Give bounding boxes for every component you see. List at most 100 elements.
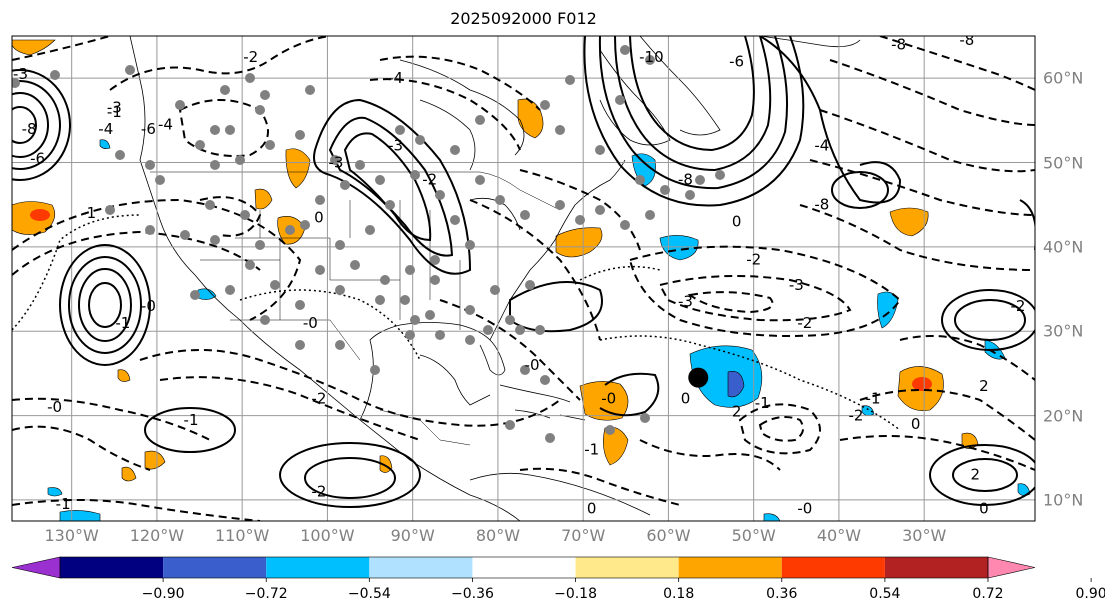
- colorbar-tick-label: −0.54: [347, 586, 391, 602]
- station-dot: [575, 215, 585, 225]
- colorbar-segment: [266, 557, 370, 578]
- station-dot: [430, 275, 440, 285]
- contour-labels: -2-4-3-4 -6 -4-8-6-3-1-10-3-3-2-1-0-0-2-0-…: [13, 35, 1025, 517]
- contour-label: -3: [328, 154, 343, 172]
- negative-contour: [12, 198, 302, 321]
- negative-patch: [689, 345, 763, 408]
- station-dot: [425, 310, 435, 320]
- station-dot: [645, 210, 655, 220]
- latitude-label: 20°N: [1043, 406, 1084, 426]
- negative-contour: [159, 376, 421, 441]
- contour-label: -0: [797, 499, 812, 517]
- contour-label: -2: [311, 390, 326, 408]
- station-dot: [245, 260, 255, 270]
- contour-label: -8: [22, 120, 37, 138]
- positive-contour: [59, 244, 151, 366]
- positive-contour: [12, 80, 61, 170]
- colorbar-segment: [60, 557, 164, 578]
- positive-patch: [121, 466, 137, 482]
- station-dot: [305, 85, 315, 95]
- negative-patch: [59, 510, 101, 521]
- station-dot: [255, 105, 265, 115]
- colorbar-frame: [59, 556, 989, 579]
- station-dot: [175, 100, 185, 110]
- colorbar: [11, 556, 1092, 582]
- contour-label: -4: [814, 137, 829, 155]
- positive-contour: [313, 98, 472, 275]
- station-dot: [635, 175, 645, 185]
- contour-label: -6: [729, 52, 744, 70]
- station-dot: [475, 115, 485, 125]
- contour-label: 2: [732, 402, 742, 420]
- station-dot: [260, 315, 270, 325]
- negative-contour: [758, 415, 805, 442]
- station-dot: [335, 285, 345, 295]
- station-dot: [335, 340, 345, 350]
- negative-contour: [199, 196, 262, 237]
- contour-label: -4: [98, 120, 113, 138]
- colorbar-segment: [369, 557, 473, 578]
- contour-label: -8: [814, 196, 829, 214]
- station-dot: [535, 325, 545, 335]
- contour-label: -8: [891, 35, 906, 53]
- station-dot: [490, 285, 500, 295]
- positive-contour: [279, 442, 421, 508]
- colorbar-segment: [575, 557, 679, 578]
- colorbar-tick-label: −0.18: [554, 586, 597, 602]
- contour-label: -3: [13, 65, 28, 83]
- negative-contour: [879, 36, 1035, 91]
- positive-contour: [599, 372, 660, 417]
- station-dot: [595, 205, 605, 215]
- colorbar-segment: [472, 557, 576, 578]
- contour-label: -3: [789, 276, 804, 294]
- shaded-anomalies: [12, 39, 1031, 521]
- positive-contour: [759, 36, 902, 204]
- contour-label: -1: [56, 495, 71, 513]
- longitude-label: 90°W: [390, 526, 435, 545]
- station-dot: [685, 190, 695, 200]
- contour-label: -3: [107, 99, 122, 117]
- station-dot: [335, 240, 345, 250]
- positive-patch: [603, 426, 629, 466]
- colorbar-tick-label: 0.90: [1075, 586, 1105, 602]
- negative-patch: [197, 288, 217, 300]
- station-dot: [450, 215, 460, 225]
- station-dot: [605, 425, 615, 435]
- colorbar-tick-label: −0.36: [450, 586, 494, 602]
- contour-label: -4: [158, 116, 173, 134]
- station-dot: [375, 295, 385, 305]
- station-dot: [255, 240, 265, 250]
- contour-label: -8: [678, 170, 693, 188]
- station-dot: [270, 280, 280, 290]
- contour-label: -0: [601, 390, 616, 408]
- station-dot: [410, 315, 420, 325]
- station-dot: [210, 160, 220, 170]
- station-dot: [450, 145, 460, 155]
- negative-contour: [639, 439, 781, 471]
- negative-contour: [109, 36, 331, 91]
- station-dot: [495, 195, 505, 205]
- station-dot: [620, 45, 630, 55]
- contour-label: 0: [732, 213, 742, 231]
- positive-contour: [78, 268, 132, 342]
- station-dot: [340, 180, 350, 190]
- contour-label: -4: [388, 69, 403, 87]
- station-dot: [260, 90, 270, 100]
- station-dot: [540, 100, 550, 110]
- negative-contour: [628, 245, 902, 337]
- station-dot: [715, 170, 725, 180]
- station-dot: [380, 275, 390, 285]
- contour-label: -1: [115, 314, 130, 332]
- station-dot: [145, 225, 155, 235]
- positive-contour: [1019, 199, 1035, 250]
- station-dot: [355, 160, 365, 170]
- station-dot: [405, 330, 415, 340]
- station-dot: [395, 125, 405, 135]
- positive-core: [30, 209, 50, 221]
- negative-contour: [139, 349, 561, 427]
- latitude-label: 60°N: [1043, 68, 1084, 88]
- latitude-label: 50°N: [1043, 153, 1084, 173]
- contour-label: -2: [243, 48, 258, 66]
- station-dot: [555, 125, 565, 135]
- station-dot: [145, 160, 155, 170]
